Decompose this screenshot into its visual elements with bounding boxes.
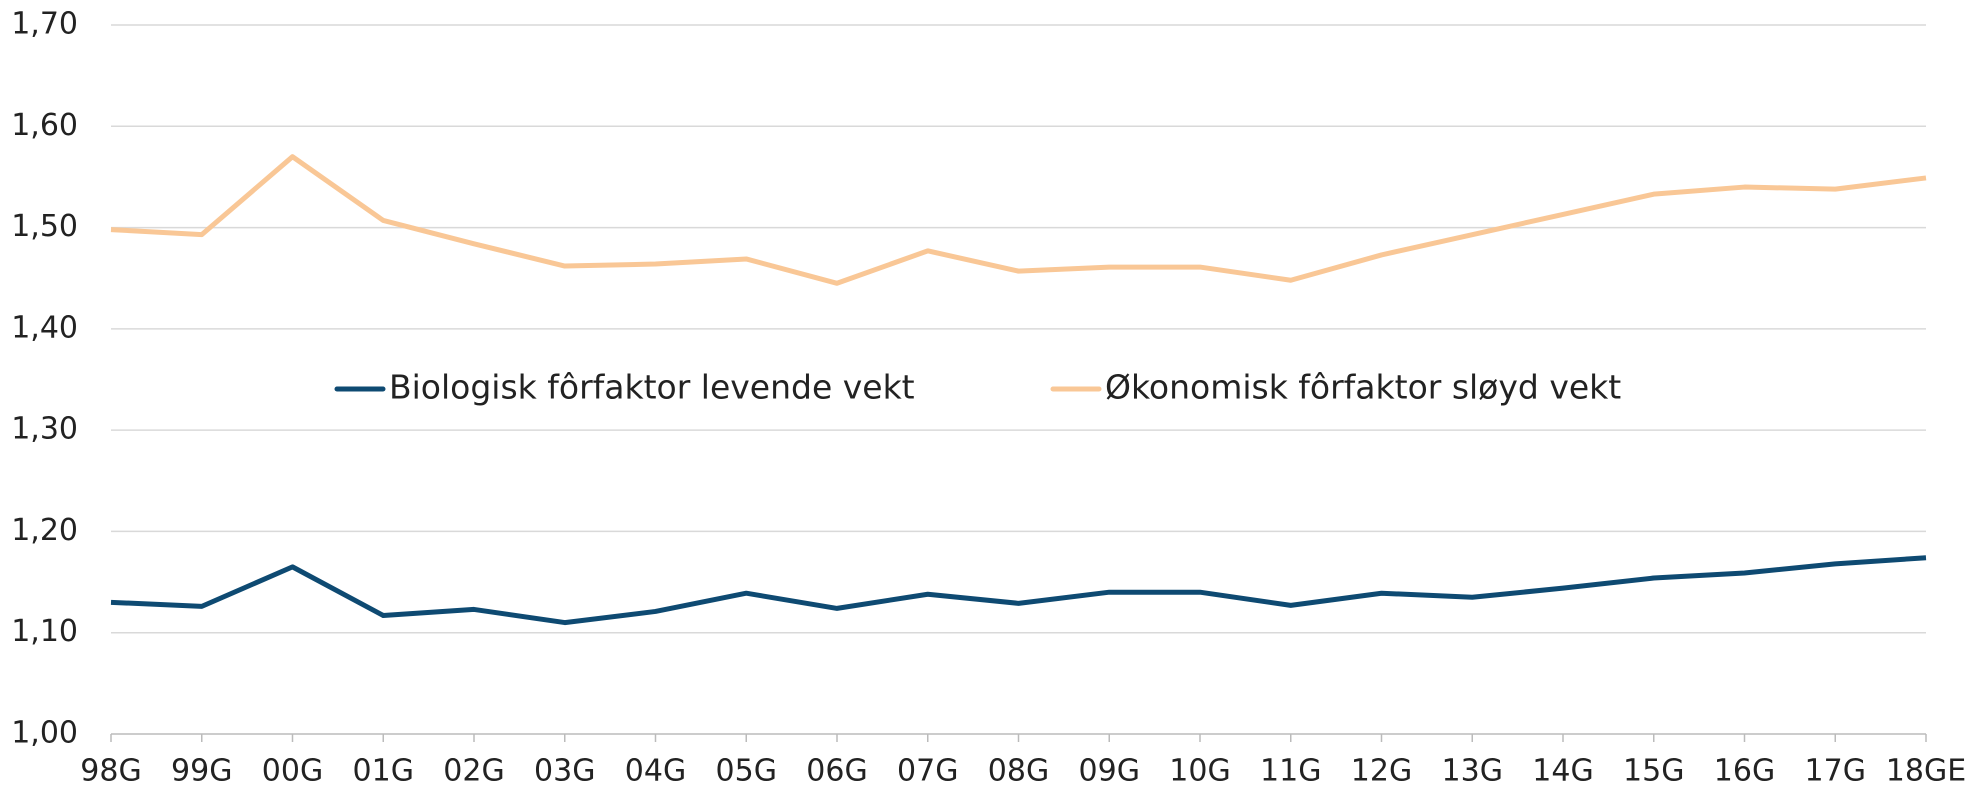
x-tick-label: 02G bbox=[443, 754, 504, 789]
y-tick-label: 1,60 bbox=[11, 108, 78, 143]
x-tick-label: 06G bbox=[806, 754, 867, 789]
y-tick-label: 1,40 bbox=[11, 310, 78, 345]
x-tick-label: 11G bbox=[1260, 754, 1321, 789]
x-tick-label: 14G bbox=[1532, 754, 1593, 789]
x-tick-label: 99G bbox=[171, 754, 232, 789]
x-tick-label: 04G bbox=[625, 754, 686, 789]
x-tick-label: 03G bbox=[534, 754, 595, 789]
x-tick-label: 13G bbox=[1442, 754, 1503, 789]
x-tick-label: 18GE bbox=[1886, 754, 1966, 789]
x-tick-label: 98G bbox=[80, 754, 141, 789]
series-line bbox=[110, 154, 1927, 286]
x-tick-label: 05G bbox=[716, 754, 777, 789]
x-tick-label: 07G bbox=[897, 754, 958, 789]
y-tick-label: 1,70 bbox=[11, 7, 78, 42]
x-tick-label: 01G bbox=[353, 754, 414, 789]
x-tick-label: 09G bbox=[1079, 754, 1140, 789]
y-tick-label: 1,20 bbox=[11, 513, 78, 548]
x-tick-label: 00G bbox=[262, 754, 323, 789]
y-tick-label: 1,00 bbox=[11, 716, 78, 751]
y-tick-label: 1,10 bbox=[11, 614, 78, 649]
x-tick-label: 10G bbox=[1169, 754, 1230, 789]
x-tick-label: 08G bbox=[988, 754, 1049, 789]
x-tick-label: 16G bbox=[1714, 754, 1775, 789]
legend-label: Økonomisk fôrfaktor sløyd vekt bbox=[1105, 368, 1621, 407]
x-tick-label: 15G bbox=[1623, 754, 1684, 789]
x-tick-label: 12G bbox=[1351, 754, 1412, 789]
series-line bbox=[110, 555, 1927, 626]
y-tick-label: 1,30 bbox=[11, 412, 78, 447]
x-tick-label: 17G bbox=[1805, 754, 1866, 789]
legend-label: Biologisk fôrfaktor levende vekt bbox=[389, 368, 915, 407]
y-tick-label: 1,50 bbox=[11, 209, 78, 244]
